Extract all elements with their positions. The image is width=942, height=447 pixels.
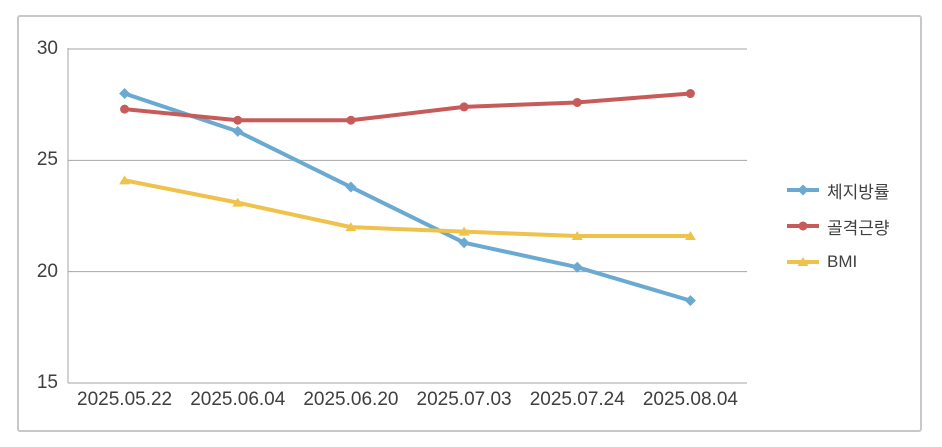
series-marker-body-fat-percentage [571, 261, 583, 273]
legend-line-marker-icon [787, 221, 819, 231]
y-tick-label: 30 [36, 38, 58, 59]
legend-label: BMI [827, 252, 858, 271]
chart-border-frame [17, 15, 922, 432]
series-marker-skeletal-muscle-mass [685, 89, 695, 99]
series-line-bmi [122, 178, 693, 239]
series-marker-body-fat-percentage [458, 237, 470, 249]
series-marker-skeletal-muscle-mass [346, 115, 356, 125]
x-axis-category-label: 2025.06.04 [190, 389, 286, 410]
series-marker-bmi [571, 231, 583, 241]
legend-item-body-fat-percentage: 체지방률 [786, 172, 890, 208]
series-marker-skeletal-muscle-mass [572, 97, 582, 107]
x-axis-category-label: 2025.07.03 [416, 389, 512, 410]
series-marker-body-fat-percentage [232, 125, 244, 137]
legend-label: 체지방률 [827, 182, 890, 202]
series-marker-body-fat-percentage [345, 181, 357, 193]
x-axis-category-label: 2025.07.24 [529, 389, 625, 410]
y-tick-label: 25 [36, 149, 58, 171]
legend-swatch-marker-bmi [797, 257, 809, 266]
x-axis-category-label: 2025.06.20 [303, 389, 399, 410]
series-marker-skeletal-muscle-mass [459, 102, 469, 112]
series-marker-bmi [119, 175, 131, 185]
x-axis-category-label: 2025.08.04 [642, 389, 738, 410]
legend-line-marker-icon [787, 257, 819, 266]
series-marker-skeletal-muscle-mass [120, 104, 130, 114]
series-line-skeletal-muscle-mass [122, 91, 693, 123]
series-marker-body-fat-percentage [684, 295, 696, 307]
legend: 체지방률 골격근량 BMI [786, 172, 890, 280]
y-tick-label: 15 [36, 372, 58, 393]
series-marker-bmi [458, 226, 470, 236]
legend-item-skeletal-muscle-mass: 골격근량 [786, 208, 890, 244]
y-tick-label: 20 [36, 260, 58, 282]
series-line-body-fat-percentage [122, 91, 693, 303]
x-axis-category-label: 2025.05.22 [77, 389, 173, 410]
series-marker-skeletal-muscle-mass [233, 115, 243, 125]
series-marker-body-fat-percentage [119, 88, 131, 100]
legend-line-marker-icon [787, 184, 819, 196]
series-marker-bmi [232, 197, 244, 207]
series-marker-bmi [684, 231, 696, 241]
legend-swatch-marker-skeletal-muscle-mass [798, 221, 808, 231]
legend-swatch-marker-body-fat-percentage [797, 184, 809, 196]
legend-item-bmi: BMI [786, 244, 890, 280]
legend-label: 골격근량 [827, 218, 890, 238]
series-marker-bmi [345, 222, 357, 232]
